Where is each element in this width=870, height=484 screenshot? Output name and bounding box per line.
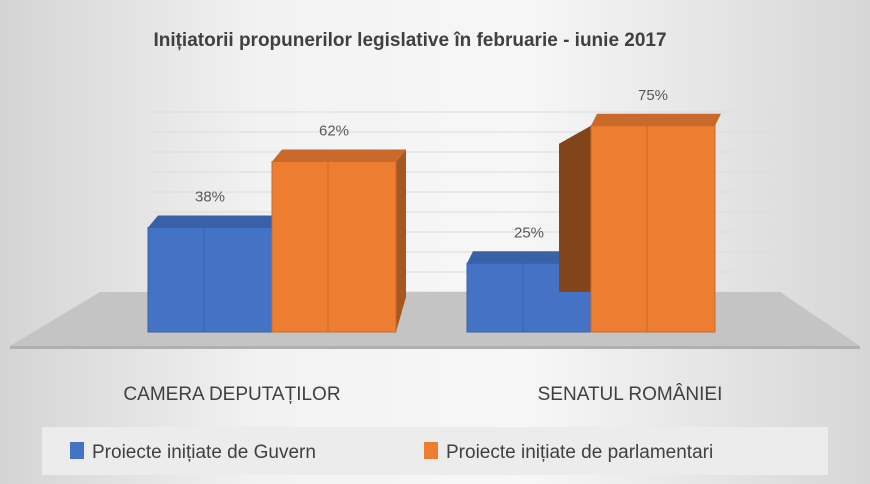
- bar-1-1-top: [591, 113, 721, 126]
- bar-0-1: [271, 161, 397, 333]
- chart-title: Inițiatorii propunerilor legislative în …: [153, 30, 666, 51]
- data-label: 38%: [195, 189, 225, 206]
- bar-1-1-side: [559, 125, 591, 292]
- data-label: 25%: [514, 224, 544, 241]
- legend-label-parlamentari: Proiecte inițiate de parlamentari: [446, 442, 713, 463]
- floor-edge: [10, 346, 860, 349]
- data-label: 62%: [319, 123, 349, 140]
- legend-label-guvern: Proiecte inițiate de Guvern: [92, 442, 316, 463]
- category-label-camera: CAMERA DEPUTAȚILOR: [123, 384, 340, 405]
- bar-0-0-top: [148, 215, 282, 228]
- bar-1-1: [590, 125, 716, 333]
- category-label-senat: SENATUL ROMÂNIEI: [538, 383, 723, 405]
- bar-0-1-top: [272, 149, 406, 162]
- bar-0-0: [147, 227, 273, 333]
- chart-floor: [10, 292, 860, 346]
- legend-swatch-guvern: [70, 442, 84, 459]
- legend-swatch-parlamentari: [424, 442, 438, 459]
- bar-0-1-side: [396, 149, 406, 332]
- data-label: 75%: [638, 87, 668, 104]
